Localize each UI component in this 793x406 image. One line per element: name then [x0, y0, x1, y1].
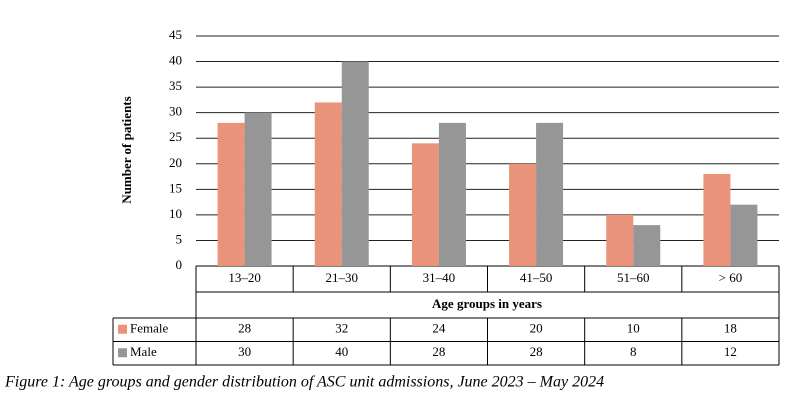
y-tick-label: 0 — [176, 257, 183, 272]
table-value: 8 — [630, 344, 637, 359]
bar — [606, 214, 634, 266]
table-value: 28 — [238, 321, 251, 336]
table-value: 18 — [724, 321, 737, 336]
bar — [438, 122, 466, 266]
x-tick-label: 31–40 — [423, 270, 456, 285]
caption: Figure 1: Age groups and gender distribu… — [4, 374, 604, 391]
x-tick-label: 13–20 — [228, 270, 261, 285]
table-value: 30 — [238, 344, 251, 359]
bar — [730, 204, 758, 266]
table-value: 28 — [530, 344, 543, 359]
table-value: 32 — [335, 321, 348, 336]
table-value: 40 — [335, 344, 348, 359]
y-tick-label: 40 — [169, 53, 182, 68]
legend-label: Female — [130, 321, 168, 336]
table-value: 20 — [530, 321, 543, 336]
bar — [509, 163, 537, 266]
bar — [536, 122, 564, 266]
bar — [217, 122, 245, 266]
legend-swatch — [118, 348, 127, 358]
bar — [703, 174, 731, 266]
legend-label: Male — [130, 344, 157, 359]
y-axis-label: Number of patients — [119, 96, 134, 203]
table-value: 12 — [724, 344, 737, 359]
y-tick-label: 35 — [169, 78, 182, 93]
y-tick-label: 20 — [169, 155, 182, 170]
table-value: 24 — [432, 321, 446, 336]
y-tick-label: 45 — [169, 27, 182, 42]
table-value: 10 — [627, 321, 640, 336]
x-tick-label: 51–60 — [617, 270, 650, 285]
y-tick-label: 15 — [169, 180, 182, 195]
x-tick-label: > 60 — [719, 270, 743, 285]
table-value: 28 — [432, 344, 445, 359]
y-tick-label: 30 — [169, 104, 182, 119]
x-axis-label: Age groups in years — [432, 296, 542, 311]
x-tick-label: 41–50 — [520, 270, 553, 285]
y-tick-label: 5 — [176, 231, 183, 246]
bar — [244, 112, 272, 267]
bar — [314, 102, 342, 266]
y-tick-label: 25 — [169, 129, 182, 144]
y-tick-label: 10 — [169, 206, 182, 221]
bar — [411, 143, 439, 266]
bar — [633, 225, 661, 266]
legend-swatch — [118, 324, 127, 334]
x-tick-label: 21–30 — [326, 270, 359, 285]
bar — [341, 61, 369, 266]
